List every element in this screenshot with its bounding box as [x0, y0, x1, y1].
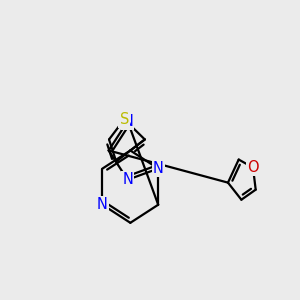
Text: N: N [97, 197, 108, 212]
Text: N: N [122, 114, 133, 129]
Text: N: N [153, 161, 164, 176]
Text: N: N [122, 172, 133, 187]
Text: S: S [120, 112, 129, 127]
Text: O: O [247, 160, 259, 175]
